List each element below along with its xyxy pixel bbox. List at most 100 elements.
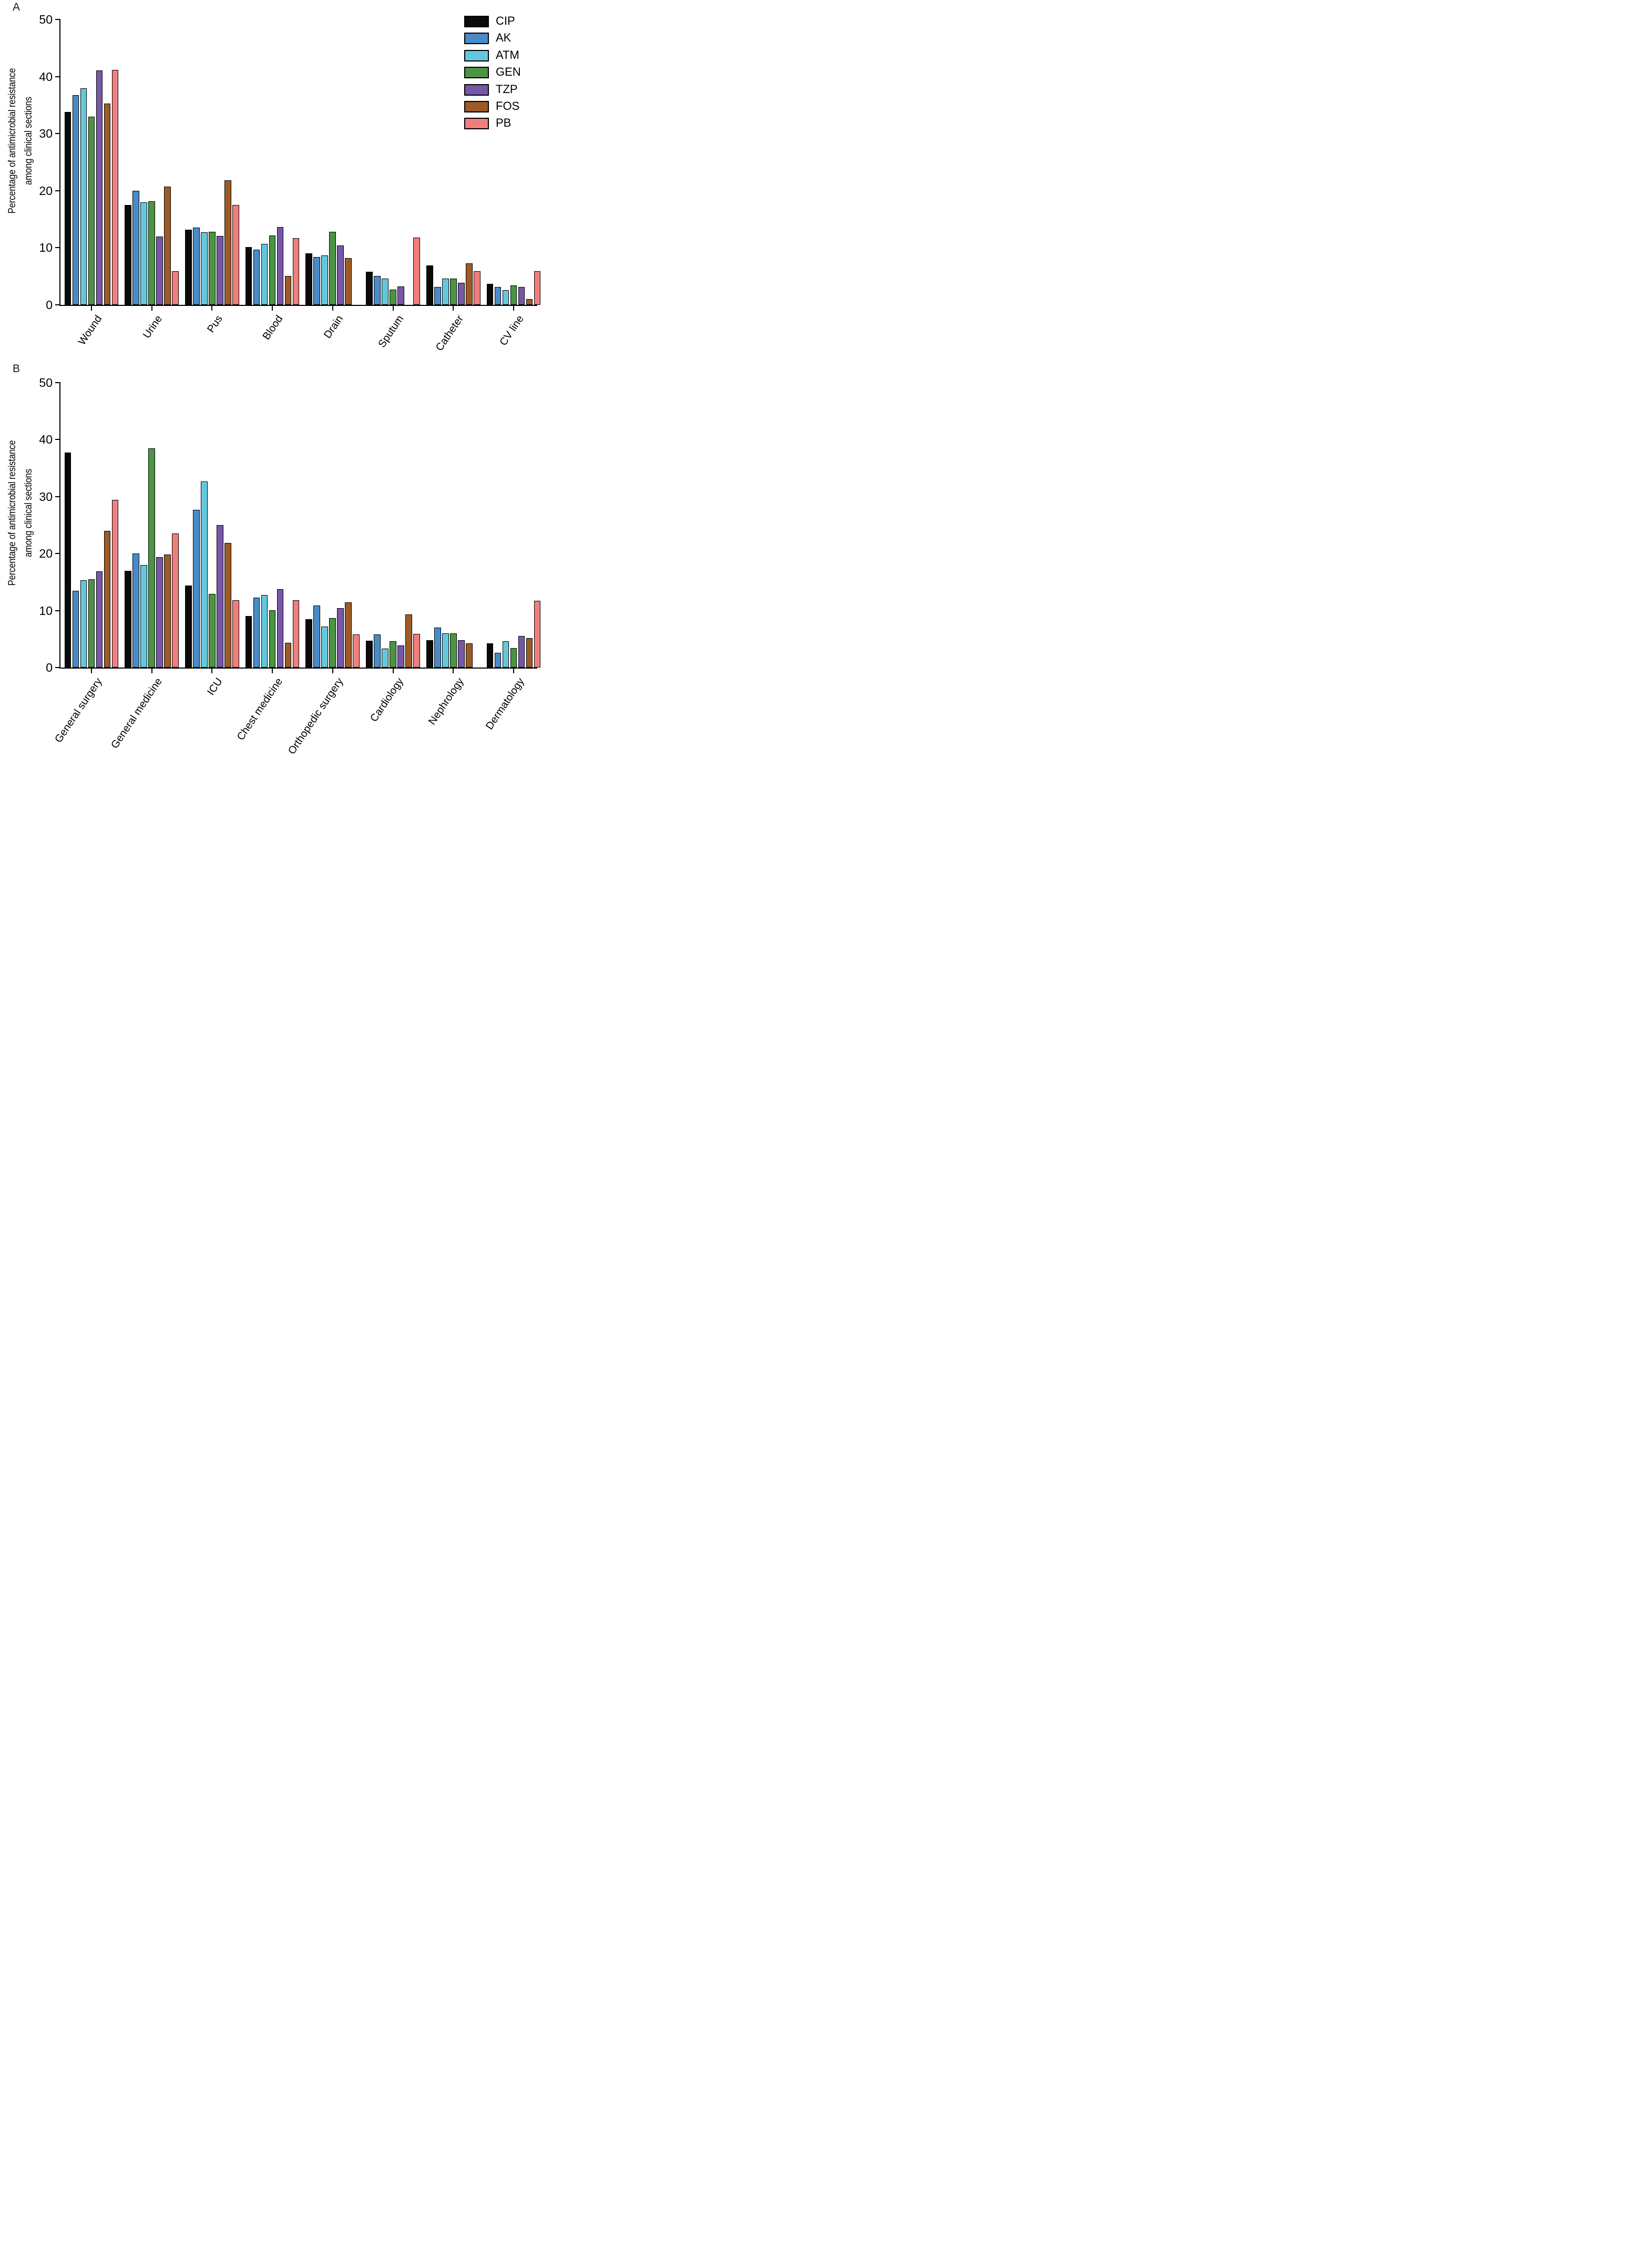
bar-B-icu-pb xyxy=(232,600,239,668)
bar-B-general-surgery-tzp xyxy=(96,571,103,668)
bar-A-pus-cip xyxy=(185,229,192,305)
bar-A-sputum-pb xyxy=(413,237,420,305)
bar-A-cv-line-cip xyxy=(486,283,494,305)
x-label-catheter: Catheter xyxy=(434,313,466,353)
bar-B-dermatology-ak xyxy=(494,652,502,668)
figure: A B Percentage of antimicrobial resistan… xyxy=(0,0,542,756)
panel-b-label: B xyxy=(13,363,21,375)
bar-A-blood-ak xyxy=(253,249,260,305)
x-tick-wound xyxy=(91,306,92,311)
y-tick-label-B-0: 0 xyxy=(46,661,53,674)
y-tick-label-A-40: 40 xyxy=(39,69,53,84)
x-tick-catheter xyxy=(453,306,454,311)
bar-B-chest-medicine-pb xyxy=(292,600,300,668)
x-tick-cv-line xyxy=(513,306,514,311)
bar-B-general-surgery-ak xyxy=(72,590,79,668)
panel-a-label: A xyxy=(13,1,21,13)
bar-A-cv-line-tzp xyxy=(518,287,525,305)
x-tick-pus xyxy=(211,306,213,311)
bar-A-catheter-atm xyxy=(442,279,449,305)
bar-B-nephrology-atm xyxy=(442,633,449,668)
y-tick-label-B-50: 50 xyxy=(39,376,53,389)
bar-A-sputum-atm xyxy=(382,279,388,305)
legend-swatch-cip xyxy=(464,16,489,27)
x-label-pus: Pus xyxy=(205,313,225,335)
bar-B-dermatology-tzp xyxy=(518,636,525,668)
legend-swatch-ak xyxy=(464,33,489,45)
x-label-cv-line: CV line xyxy=(497,313,527,348)
bar-A-drain-cip xyxy=(305,253,313,305)
legend-swatch-tzp xyxy=(464,84,489,96)
bar-B-orthopedic-surgery-cip xyxy=(305,619,313,668)
bar-A-wound-pb xyxy=(111,69,119,305)
y-axis-title-line2-panel-a: among clinical sections xyxy=(23,97,34,185)
bar-B-icu-atm xyxy=(201,481,208,668)
x-label-wound: Wound xyxy=(76,313,105,347)
bar-B-orthopedic-surgery-pb xyxy=(353,634,360,668)
bar-A-pus-atm xyxy=(201,232,208,305)
bar-B-chest-medicine-fos xyxy=(284,643,292,668)
y-tick-label-A-20: 20 xyxy=(39,183,53,198)
bar-B-nephrology-gen xyxy=(449,633,457,668)
bar-B-dermatology-fos xyxy=(526,638,533,668)
x-label-blood: Blood xyxy=(260,313,285,342)
x-label-icu: ICU xyxy=(205,676,225,697)
legend-swatch-gen xyxy=(464,67,489,79)
x-tick-orthopedic-surgery xyxy=(332,669,333,673)
y-tick-B-50 xyxy=(55,382,59,383)
y-tick-label-A-30: 30 xyxy=(39,127,53,141)
bar-A-drain-gen xyxy=(329,231,336,305)
bar-B-general-medicine-tzp xyxy=(156,557,163,668)
bar-A-blood-cip xyxy=(245,247,252,305)
y-axis-title-line1-panel-b: Percentage of antimicrobial resistance xyxy=(7,440,18,586)
bar-A-wound-gen xyxy=(88,116,95,305)
legend-label-atm: ATM xyxy=(496,48,519,61)
x-tick-drain xyxy=(332,306,333,311)
y-tick-A-50 xyxy=(55,19,59,20)
y-tick-label-B-20: 20 xyxy=(39,547,53,561)
x-tick-sputum xyxy=(392,306,394,311)
bar-A-drain-atm xyxy=(321,255,329,305)
bar-B-cardiology-ak xyxy=(374,634,381,668)
bar-A-blood-pb xyxy=(292,238,300,305)
bar-B-dermatology-atm xyxy=(502,641,509,668)
bar-A-sputum-cip xyxy=(366,272,373,305)
bar-A-blood-gen xyxy=(269,235,276,305)
legend-label-fos: FOS xyxy=(496,99,520,112)
bar-B-general-surgery-cip xyxy=(64,453,71,668)
bar-B-orthopedic-surgery-gen xyxy=(329,618,336,668)
bar-B-icu-ak xyxy=(193,509,200,668)
legend-label-gen: GEN xyxy=(496,65,521,79)
bar-A-pus-tzp xyxy=(217,235,223,305)
y-axis-panel-B xyxy=(59,382,60,669)
bar-B-icu-fos xyxy=(224,542,231,668)
y-tick-label-B-40: 40 xyxy=(39,433,53,447)
x-axis-panel-A xyxy=(59,305,537,306)
bar-A-catheter-fos xyxy=(465,263,473,305)
bar-B-general-medicine-fos xyxy=(164,555,171,668)
x-tick-dermatology xyxy=(513,669,514,673)
bar-A-cv-line-ak xyxy=(494,287,502,305)
bar-B-dermatology-cip xyxy=(486,643,494,668)
bar-B-orthopedic-surgery-fos xyxy=(345,602,352,668)
x-tick-blood xyxy=(272,306,273,311)
bar-A-urine-pb xyxy=(172,271,179,305)
bar-A-catheter-tzp xyxy=(457,282,465,305)
y-tick-label-B-10: 10 xyxy=(39,603,53,618)
legend-label-pb: PB xyxy=(496,116,512,130)
bar-A-urine-ak xyxy=(132,190,140,305)
bar-A-pus-gen xyxy=(209,231,216,305)
bar-A-urine-tzp xyxy=(156,236,163,305)
bar-B-general-medicine-cip xyxy=(125,570,132,668)
x-label-dermatology: Dermatology xyxy=(483,676,527,732)
bar-B-nephrology-ak xyxy=(434,628,441,668)
y-tick-A-40 xyxy=(55,76,59,77)
bar-A-sputum-tzp xyxy=(397,286,404,305)
bar-B-cardiology-fos xyxy=(405,614,412,668)
bar-B-general-medicine-atm xyxy=(140,565,148,668)
x-tick-nephrology xyxy=(453,669,454,673)
y-tick-B-30 xyxy=(55,496,59,497)
x-tick-cardiology xyxy=(392,669,394,673)
x-axis-panel-B xyxy=(59,668,537,669)
y-tick-label-A-0: 0 xyxy=(46,298,53,312)
